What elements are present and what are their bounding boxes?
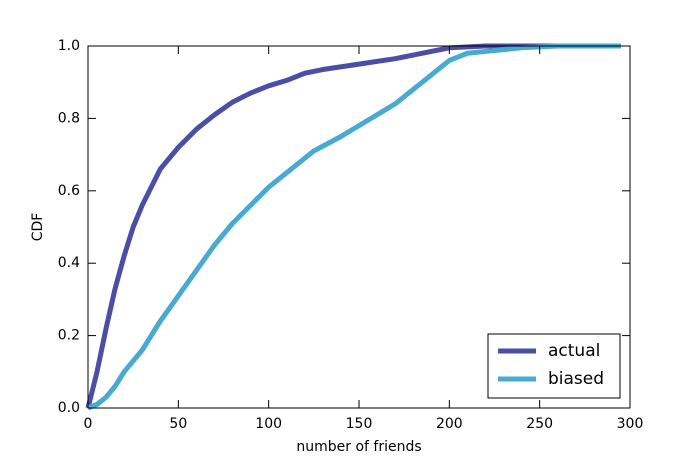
legend-label: actual (548, 341, 600, 361)
y-tick-label: 0.4 (58, 255, 80, 271)
x-axis-label: number of friends (296, 439, 421, 455)
y-tick-label: 0.8 (58, 110, 80, 126)
x-tick-label: 200 (436, 416, 463, 432)
y-tick-label: 1.0 (58, 38, 80, 54)
x-tick-label: 250 (526, 416, 553, 432)
line (85, 43, 621, 409)
legend-box (487, 333, 621, 399)
x-tick-label: 0 (84, 416, 93, 432)
y-tick-label: 0.6 (58, 183, 80, 199)
line (87, 43, 621, 411)
x-tick-label: 100 (255, 416, 282, 432)
y-axis-label: CDF (30, 213, 46, 242)
legend-label: biased (548, 369, 604, 389)
x-tick-label: 50 (169, 416, 187, 432)
x-tick-label: 150 (346, 416, 373, 432)
x-tick-label: 300 (617, 416, 644, 432)
y-tick-label: 0.2 (58, 328, 80, 344)
y-tick-label: 0.0 (58, 400, 80, 416)
